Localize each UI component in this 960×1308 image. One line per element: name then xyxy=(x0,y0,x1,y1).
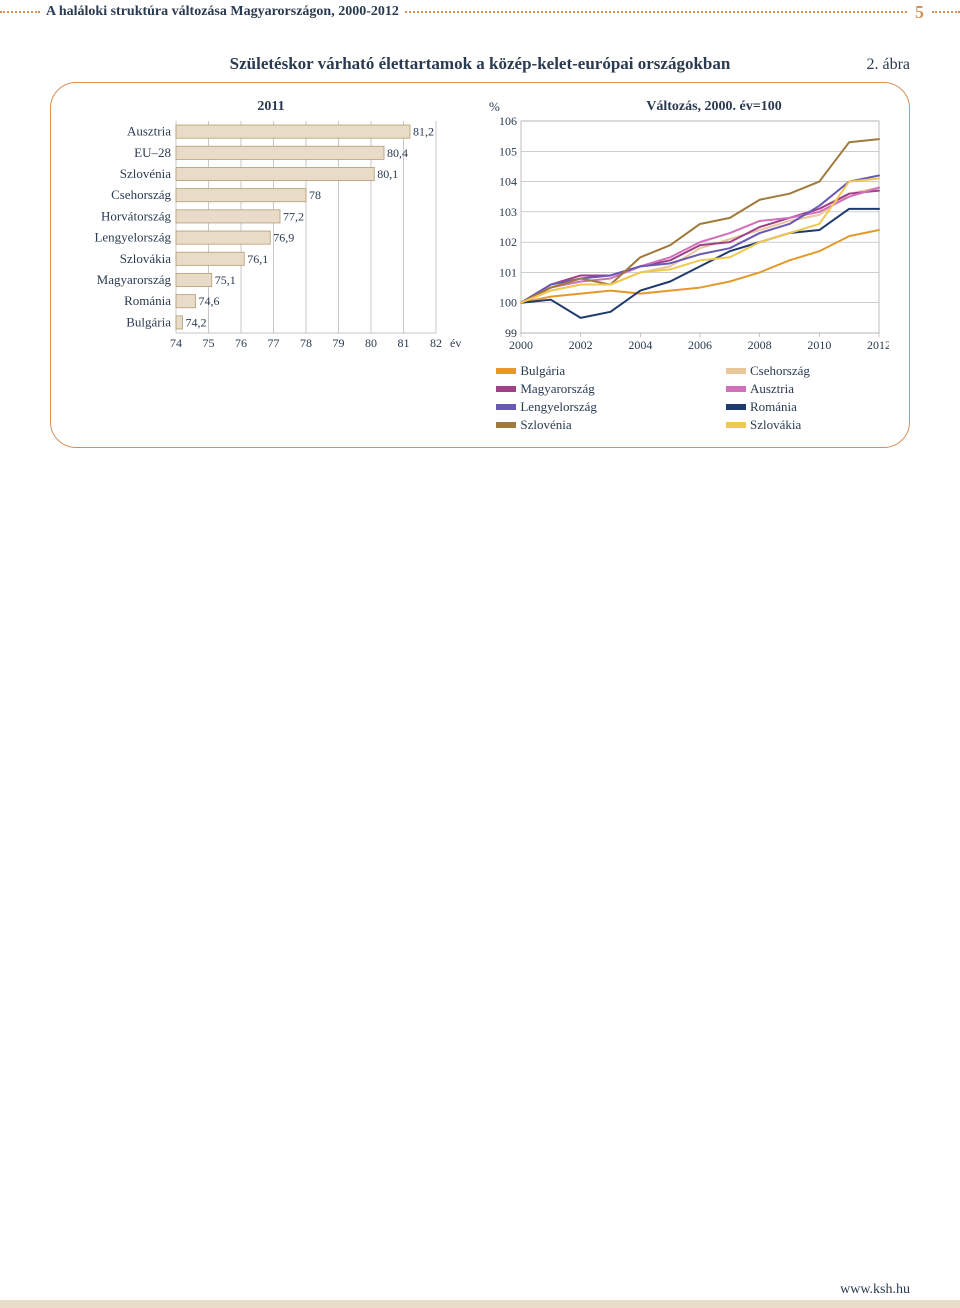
svg-text:Románia: Románia xyxy=(124,293,171,308)
legend-label: Ausztria xyxy=(750,381,794,397)
header-title: A haláloki struktúra változása Magyarors… xyxy=(40,4,405,20)
svg-text:Csehország: Csehország xyxy=(111,187,171,202)
svg-text:Szlovákia: Szlovákia xyxy=(120,251,171,266)
svg-text:78: 78 xyxy=(309,188,321,202)
svg-text:2008: 2008 xyxy=(748,338,772,352)
legend-swatch xyxy=(726,368,746,374)
legend-item: Bulgária xyxy=(496,363,676,379)
svg-text:75: 75 xyxy=(203,336,215,350)
svg-text:2002: 2002 xyxy=(569,338,593,352)
svg-text:81,2: 81,2 xyxy=(413,125,434,139)
svg-text:74: 74 xyxy=(170,336,182,350)
svg-text:103: 103 xyxy=(499,205,517,219)
svg-text:82: 82 xyxy=(430,336,442,350)
svg-text:76,1: 76,1 xyxy=(247,252,268,266)
svg-text:77,2: 77,2 xyxy=(283,209,304,223)
footer-band xyxy=(0,1300,960,1308)
legend-item: Szlovénia xyxy=(496,417,676,433)
svg-text:74,6: 74,6 xyxy=(199,294,220,308)
legend-item: Szlovákia xyxy=(726,417,889,433)
figure-title: Születéskor várható élettartamok a közép… xyxy=(120,54,840,74)
svg-text:77: 77 xyxy=(268,336,280,350)
svg-text:75,1: 75,1 xyxy=(215,273,236,287)
legend-label: Csehország xyxy=(750,363,810,379)
legend-swatch xyxy=(726,404,746,410)
legend-swatch xyxy=(726,422,746,428)
svg-text:100: 100 xyxy=(499,296,517,310)
svg-text:80,4: 80,4 xyxy=(387,146,408,160)
legend: Bulgária Csehország Magyarország Ausztria Le… xyxy=(496,363,889,433)
legend-item: Románia xyxy=(726,399,889,415)
bar-subtitle: 2011 xyxy=(71,99,471,115)
legend-swatch xyxy=(496,386,516,392)
legend-item: Magyarország xyxy=(496,381,676,397)
svg-text:2010: 2010 xyxy=(807,338,831,352)
page-header: A haláloki struktúra változása Magyarors… xyxy=(0,0,960,24)
chart-frame: 2011 74 75 76 77 78 79 80 81 82 év Ausztria 81,2 EU–… xyxy=(50,82,910,448)
svg-text:2000: 2000 xyxy=(509,338,533,352)
legend-label: Lengyelország xyxy=(520,399,597,415)
header-dots-left xyxy=(0,11,40,13)
svg-text:104: 104 xyxy=(499,175,517,189)
svg-text:74,2: 74,2 xyxy=(186,315,207,329)
legend-label: Szlovénia xyxy=(520,417,571,433)
svg-text:106: 106 xyxy=(499,115,517,128)
svg-text:2006: 2006 xyxy=(688,338,712,352)
figure-label: 2. ábra xyxy=(840,56,910,74)
svg-text:105: 105 xyxy=(499,144,517,158)
legend-item: Csehország xyxy=(726,363,889,379)
svg-text:80: 80 xyxy=(365,336,377,350)
svg-text:79: 79 xyxy=(333,336,345,350)
legend-label: Magyarország xyxy=(520,381,594,397)
svg-text:102: 102 xyxy=(499,235,517,249)
svg-text:év: év xyxy=(450,336,461,350)
svg-text:Magyarország: Magyarország xyxy=(97,272,172,287)
svg-text:EU–28: EU–28 xyxy=(134,145,171,160)
legend-item: Ausztria xyxy=(726,381,889,397)
page-number: 5 xyxy=(907,2,932,23)
legend-label: Románia xyxy=(750,399,797,415)
header-dots-right xyxy=(932,11,960,13)
svg-text:101: 101 xyxy=(499,265,517,279)
svg-text:76,9: 76,9 xyxy=(273,231,294,245)
line-chart-col: % Változás, 2000. év=100 991001011021031… xyxy=(489,99,889,355)
svg-text:80,1: 80,1 xyxy=(377,167,398,181)
content-area: Születéskor várható élettartamok a közép… xyxy=(0,24,960,448)
legend-swatch xyxy=(726,386,746,392)
chart-row: 2011 74 75 76 77 78 79 80 81 82 év Ausztria 81,2 EU–… xyxy=(71,99,889,355)
bar-chart: 74 75 76 77 78 79 80 81 82 év Ausztria 81,2 EU–28 80,… xyxy=(71,115,471,355)
svg-text:Szlovénia: Szlovénia xyxy=(120,166,171,181)
line-chart: 9910010110210310410510620002002200420062… xyxy=(489,115,889,355)
pct-symbol: % xyxy=(489,99,509,115)
svg-text:Bulgária: Bulgária xyxy=(126,314,171,329)
svg-text:76: 76 xyxy=(235,336,247,350)
legend-swatch xyxy=(496,422,516,428)
legend-item: Lengyelország xyxy=(496,399,676,415)
bar-chart-col: 2011 74 75 76 77 78 79 80 81 82 év Ausztria 81,2 EU–… xyxy=(71,99,471,355)
svg-text:Lengyelország: Lengyelország xyxy=(94,230,171,245)
svg-text:2012: 2012 xyxy=(867,338,889,352)
legend-label: Bulgária xyxy=(520,363,565,379)
legend-swatch xyxy=(496,404,516,410)
svg-text:78: 78 xyxy=(300,336,312,350)
svg-text:2004: 2004 xyxy=(628,338,652,352)
footer-url: www.ksh.hu xyxy=(840,1282,910,1298)
header-dots-mid xyxy=(405,11,907,13)
legend-swatch xyxy=(496,368,516,374)
svg-text:Ausztria: Ausztria xyxy=(127,124,171,139)
legend-label: Szlovákia xyxy=(750,417,801,433)
svg-text:81: 81 xyxy=(398,336,410,350)
figure-caption-row: Születéskor várható élettartamok a közép… xyxy=(50,54,910,74)
line-subtitle: Változás, 2000. év=100 xyxy=(539,99,889,115)
svg-text:Horvátország: Horvátország xyxy=(101,208,172,223)
